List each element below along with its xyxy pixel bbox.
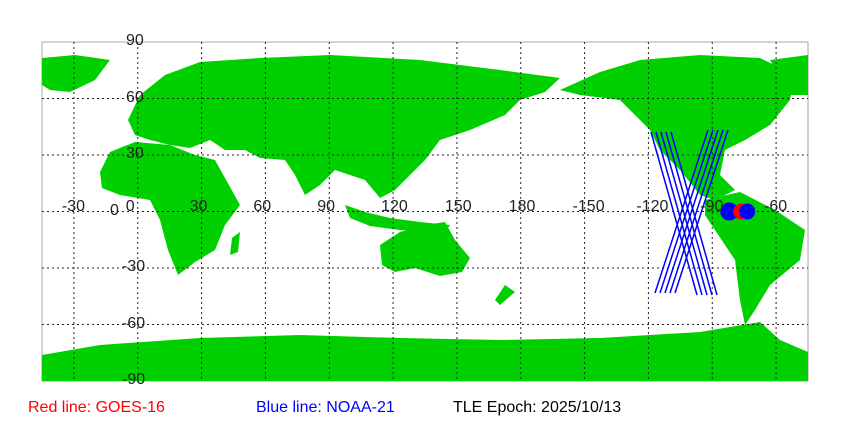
legend-red-line: Red line: GOES-16 bbox=[28, 399, 165, 416]
landmasses bbox=[42, 55, 808, 381]
latitude-label: 60 bbox=[126, 88, 144, 106]
land-indonesia bbox=[345, 205, 450, 232]
longitude-label: 150 bbox=[444, 198, 472, 215]
longitude-label: -90 bbox=[700, 198, 724, 215]
noaa-21-marker bbox=[720, 202, 739, 221]
longitude-label: 60 bbox=[253, 198, 272, 215]
noaa-21-marker-overlap bbox=[739, 203, 756, 220]
noaa-21-track bbox=[665, 131, 713, 296]
land-greenland-east bbox=[770, 55, 808, 95]
land-south-america bbox=[705, 192, 805, 325]
land-new-zealand bbox=[495, 285, 515, 305]
longitude-label: -60 bbox=[764, 198, 788, 215]
noaa-21-track bbox=[670, 131, 718, 296]
longitude-label: -120 bbox=[636, 198, 669, 215]
land-eurasia bbox=[128, 55, 560, 198]
noaa-21-track bbox=[659, 129, 714, 294]
noaa-21-track bbox=[650, 131, 698, 296]
noaa-21-track bbox=[674, 129, 729, 294]
longitude-label: 30 bbox=[189, 198, 208, 215]
longitude-label: 180 bbox=[508, 198, 536, 215]
ground-tracks bbox=[650, 129, 756, 296]
land-north-america bbox=[560, 55, 795, 200]
land-africa bbox=[100, 142, 240, 275]
noaa-21-track bbox=[655, 131, 703, 296]
noaa-21-track bbox=[664, 129, 719, 294]
longitude-label: 0 bbox=[125, 198, 135, 215]
longitude-label: 90 bbox=[317, 198, 336, 215]
noaa-21-track bbox=[669, 129, 724, 294]
land-greenland-west bbox=[42, 55, 110, 92]
noaa-21-track bbox=[654, 129, 709, 294]
noaa-21-track bbox=[660, 131, 708, 296]
legend-tle-epoch: TLE Epoch: 2025/10/13 bbox=[453, 399, 622, 416]
legend-blue-line: Blue line: NOAA-21 bbox=[256, 399, 395, 416]
graticule bbox=[42, 42, 808, 381]
land-madagascar bbox=[230, 232, 240, 255]
longitude-label: -150 bbox=[572, 198, 605, 215]
latitude-label: 30 bbox=[126, 145, 144, 162]
latitude-label: -30 bbox=[122, 258, 146, 275]
latitude-label: -60 bbox=[122, 314, 146, 332]
longitude-label: 120 bbox=[381, 198, 408, 215]
land-australia bbox=[380, 222, 470, 276]
land-antarctica bbox=[42, 322, 808, 381]
latitude-label: -90 bbox=[122, 371, 146, 388]
longitude-label: -30 bbox=[61, 198, 86, 215]
latitude-label: 90 bbox=[126, 32, 144, 49]
latitude-label: 0 bbox=[110, 201, 119, 219]
